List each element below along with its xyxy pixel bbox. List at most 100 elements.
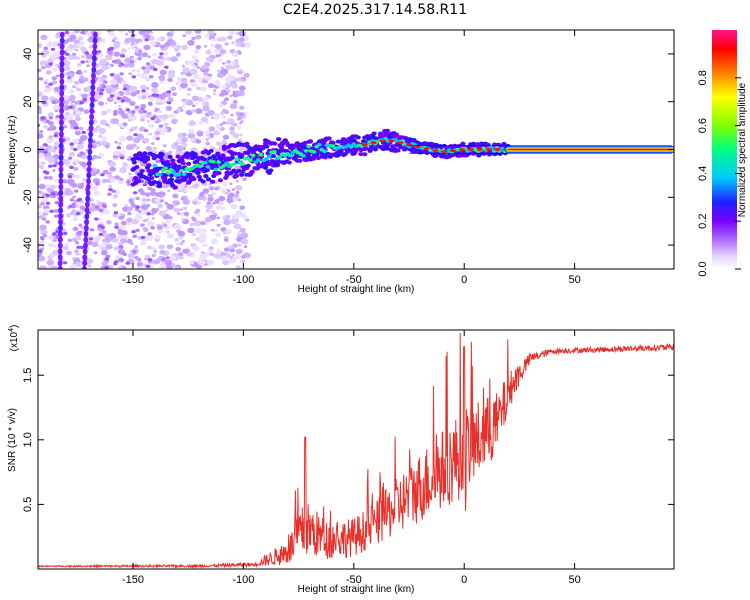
ridge-halo [384,146,390,151]
noise-blob [101,241,108,246]
noise-blob [49,184,56,190]
noise-blob [178,255,184,260]
ridge-halo [204,168,210,173]
noise-blob [39,265,47,269]
noise-blob [210,228,215,232]
noise-blob [101,85,107,89]
noise-blob [196,201,202,205]
colorbar-label: Normalized spectral amplitude [737,82,748,217]
ridge-halo [195,170,201,175]
noise-blob [238,112,245,117]
ridge-core [216,160,222,164]
noise-blob [207,194,214,199]
noise-blob [215,205,222,211]
ridge-halo [244,141,250,146]
noise-blob [47,175,53,180]
noise-blob [114,98,121,104]
noise-blob [131,69,136,72]
noise-blob [164,259,173,266]
noise-blob [101,110,108,116]
x-tick-label: -100 [232,274,254,286]
noise-blob [151,82,159,88]
noise-blob [99,208,104,213]
noise-blob [43,125,48,129]
noise-blob [240,259,246,264]
noise-blob [153,250,158,254]
noise-blob [62,95,70,101]
noise-blob [150,58,159,65]
noise-blob [86,64,90,67]
noise-blob [38,211,42,216]
noise-blob [158,244,165,250]
noise-blob [127,118,132,122]
noise-blob [144,38,149,42]
spectrogram-axes: -150 -100 -50 0 50 -40 -20 0 20 40 [22,30,674,286]
noise-blob [228,30,235,36]
noise-blob [221,206,226,210]
spectrogram-ylabel: Frequency (Hz) [7,116,18,185]
noise-blob [205,203,214,210]
noise-blob [228,257,236,264]
x-tick-label: 50 [569,574,581,586]
noise-blob [159,52,164,56]
ridge-halo [276,137,282,142]
noise-blob [50,47,56,51]
noise-blob [98,101,104,106]
noise-blob [53,214,59,218]
noise-blob [103,80,108,84]
noise-blob [109,46,114,51]
noise-blob [155,98,162,103]
noise-blob [77,36,84,41]
ridge-peak [388,139,395,143]
noise-blob [48,242,55,248]
noise-blob [131,219,139,225]
noise-blob [181,132,187,137]
noise-blob [113,211,119,215]
noise-blob [208,126,216,132]
ridge-halo [276,159,282,164]
noise-blob [41,161,46,165]
noise-blob [140,235,146,240]
noise-blob [122,122,128,127]
ridge-halo [395,148,401,153]
noise-blob [64,107,69,111]
noise-blob [83,55,87,58]
noise-blob [161,59,165,63]
noise-blob [141,52,148,57]
noise-blob [118,244,124,249]
noise-blob [82,178,86,182]
streak-blob [58,201,64,208]
ridge-peak [379,139,386,143]
noise-blob [67,156,73,160]
ridge-core [303,149,309,153]
noise-blob [68,96,75,102]
streak-blob [90,96,95,103]
ridge-halo [390,144,396,149]
noise-blob [130,43,134,46]
noise-blob [155,160,160,164]
noise-blob [86,258,94,265]
noise-blob [200,228,207,233]
noise-blob [164,41,172,47]
ridge-halo [168,177,174,182]
noise-blob [46,187,52,193]
noise-blob [97,53,104,58]
colorbar-gradient [712,30,737,269]
noise-blob [204,217,212,223]
ridge-halo [233,173,239,178]
ridge-halo [294,141,300,146]
noise-blob [85,53,93,60]
noise-blob [193,73,200,79]
noise-blob [66,250,72,256]
noise-blob [158,114,163,119]
noise-blob [92,128,99,133]
noise-blob [204,34,211,39]
noise-blob [105,254,111,258]
noise-blob [195,139,202,144]
noise-blob [128,155,132,159]
noise-blob [137,95,144,100]
noise-blob [64,30,70,35]
noise-blob [146,111,152,116]
noise-blob [191,104,196,108]
noise-blob [167,77,173,83]
